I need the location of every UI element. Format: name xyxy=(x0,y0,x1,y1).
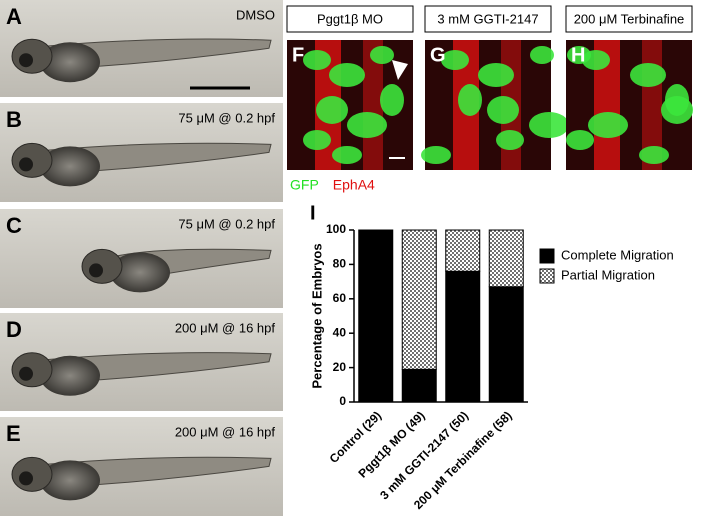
gfp-cell xyxy=(458,84,482,116)
gfp-cell xyxy=(380,84,404,116)
gfp-cell xyxy=(347,112,387,138)
panel-header: Pggt1β MO xyxy=(317,11,383,26)
panel-label: G xyxy=(430,44,446,66)
legend-label: Complete Migration xyxy=(561,247,674,262)
gfp-cell xyxy=(303,50,331,70)
gfp-cell xyxy=(329,63,365,87)
embryo-yolk xyxy=(40,355,100,396)
embryo-tail xyxy=(43,456,272,487)
gfp-cell xyxy=(566,130,594,150)
header-box xyxy=(565,5,693,33)
panel-caption: 75 μM @ 0.2 hpf xyxy=(178,110,275,125)
y-tick-label: 60 xyxy=(333,291,347,305)
gfp-cell xyxy=(332,146,362,164)
bar-segment xyxy=(488,229,524,288)
bar-segment xyxy=(401,368,437,403)
gfp-cell xyxy=(588,112,628,138)
embryo-yolk xyxy=(40,460,100,501)
embryo-tail xyxy=(43,142,272,173)
panel-header: 3 mM GGTI-2147 xyxy=(437,11,538,26)
panel-caption: DMSO xyxy=(236,7,275,22)
legend-label: Partial Migration xyxy=(561,267,655,282)
embryo-head xyxy=(11,142,53,178)
legend-swatch xyxy=(539,268,555,284)
panel-header: 200 μM Terbinafine xyxy=(574,11,685,26)
panel-label: B xyxy=(6,107,22,132)
gfp-cell xyxy=(529,112,569,138)
gfp-cell xyxy=(478,63,514,87)
gfp-cell xyxy=(370,46,394,64)
gfp-cell xyxy=(665,84,689,116)
arrowhead xyxy=(392,60,408,80)
gfp-cell xyxy=(303,130,331,150)
embryo-yolk xyxy=(40,42,100,83)
embryo-eye xyxy=(19,471,33,486)
gfp-cell xyxy=(639,146,669,164)
y-tick-label: 80 xyxy=(333,257,347,271)
gfp-cell xyxy=(496,130,524,150)
panel-caption: 200 μM @ 16 hpf xyxy=(175,424,276,439)
gfp-cell xyxy=(316,96,348,124)
bar-segment xyxy=(401,229,437,370)
y-tick-label: 100 xyxy=(326,222,346,236)
embryo-head xyxy=(81,248,123,284)
bar-segment xyxy=(445,270,481,403)
gfp-cell xyxy=(421,146,451,164)
embryo-eye xyxy=(19,157,33,172)
gfp-cell xyxy=(487,96,519,124)
channel-label: GFP xyxy=(290,177,319,193)
embryo-eye xyxy=(19,53,33,68)
embryo-tail xyxy=(43,38,272,69)
panel-label: E xyxy=(6,421,21,446)
channel-label: EphA4 xyxy=(333,177,375,193)
embryo-eye xyxy=(19,366,33,381)
embryo-head xyxy=(11,352,53,388)
panel-label: D xyxy=(6,317,22,342)
panel-label: C xyxy=(6,213,22,238)
embryo-yolk xyxy=(110,252,170,293)
header-box xyxy=(424,5,552,33)
legend-swatch xyxy=(539,248,555,264)
panel-label: H xyxy=(571,44,585,66)
y-tick-label: 0 xyxy=(339,394,346,408)
bar-segment xyxy=(358,229,394,403)
panel-label: A xyxy=(6,4,22,29)
y-tick-label: 20 xyxy=(333,360,347,374)
gfp-cell xyxy=(630,63,666,87)
gfp-cell xyxy=(441,50,469,70)
gfp-cell xyxy=(567,46,591,64)
embryo-eye xyxy=(89,263,103,278)
bar-segment xyxy=(488,286,524,403)
gfp-cell xyxy=(530,46,554,64)
header-box xyxy=(286,5,414,33)
panel-label: I xyxy=(310,202,316,224)
panel-caption: 75 μM @ 0.2 hpf xyxy=(178,216,275,231)
y-axis-label: Percentage of Embryos xyxy=(309,243,324,388)
embryo-tail xyxy=(43,352,272,383)
panel-caption: 200 μM @ 16 hpf xyxy=(175,320,276,335)
bar-segment xyxy=(445,229,481,272)
y-tick-label: 40 xyxy=(333,325,347,339)
embryo-yolk xyxy=(40,146,100,187)
embryo-head xyxy=(11,38,53,74)
panel-label: F xyxy=(292,44,304,66)
embryo-head xyxy=(11,456,53,492)
